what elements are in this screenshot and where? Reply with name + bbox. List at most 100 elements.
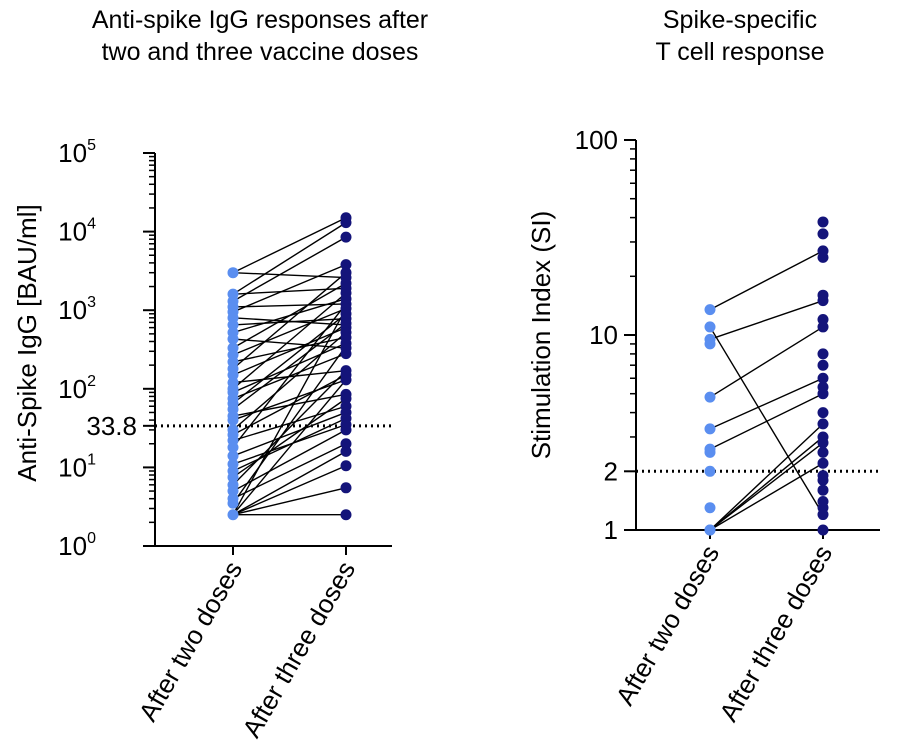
igg-three-doses-point-34 (340, 482, 352, 494)
tcell-two-doses-point-3 (704, 338, 716, 350)
igg-pair-line-6 (232, 263, 347, 313)
tcell-three-doses-point-17 (817, 446, 829, 458)
tcell-y-tick-label: 100 (575, 125, 618, 155)
tcell-three-doses-point-13 (817, 407, 829, 419)
tcell-three-doses-point-5 (817, 295, 829, 307)
tcell-three-doses-point-7 (817, 321, 829, 333)
igg-pair-line-24 (232, 331, 347, 431)
igg-three-doses-point-31 (340, 438, 352, 450)
tcell-y-tick-label: 1 (604, 515, 618, 545)
chart-title-left-line2: two and three vaccine doses (101, 38, 419, 66)
chart-title-right-line2: T cell response (655, 38, 825, 66)
igg-pair-line-28 (232, 411, 347, 457)
igg-two-doses-point-25 (227, 441, 239, 453)
igg-three-doses-point-1 (340, 217, 352, 229)
tcell-pair-line-8 (709, 442, 824, 531)
igg-two-doses-point-31 (227, 485, 239, 497)
tcell-two-doses-point-8 (704, 465, 716, 477)
igg-y-tick-label: 103 (58, 294, 96, 325)
igg-category-label-1: After two doses (133, 556, 249, 726)
tcell-pair-line-9 (709, 462, 824, 531)
igg-three-doses-point-23 (340, 374, 352, 386)
tcell-three-doses-point-0 (817, 216, 829, 228)
igg-two-doses-point-29 (227, 471, 239, 483)
tcell-two-doses-point-11 (704, 524, 716, 536)
igg-pair-line-21 (232, 322, 347, 410)
igg-pair-line-10 (232, 338, 347, 349)
tcell-three-doses-point-1 (817, 228, 829, 240)
igg-pair-line-25 (232, 374, 347, 436)
tcell-two-doses-point-0 (704, 304, 716, 316)
igg-y-tick-label: 104 (58, 216, 96, 247)
igg-pair-line-31 (232, 398, 347, 478)
igg-pair-line-37 (232, 465, 347, 516)
igg-pair-line-8 (232, 317, 347, 326)
tcell-two-doses-point-1 (704, 321, 716, 333)
tcell-category-label-1: After two doses (610, 540, 726, 710)
tcell-two-doses-point-4 (704, 391, 716, 403)
tcell-three-doses-point-10 (817, 372, 829, 384)
tcell-pair-line-3 (709, 326, 824, 398)
igg-y-tick-label: 102 (58, 373, 96, 404)
igg-pair-line-40 (232, 379, 347, 516)
igg-pair-line-27 (232, 303, 347, 448)
igg-pair-line-35 (232, 345, 347, 504)
chart-title-right-line1: Spike-specific (662, 6, 818, 34)
igg-two-doses-point-21 (227, 414, 239, 426)
tcell-three-doses-point-21 (817, 484, 829, 496)
igg-two-doses-point-34 (227, 509, 239, 521)
igg-y-tick-label: 101 (58, 451, 96, 482)
igg-pair-line-14 (232, 272, 347, 370)
chart-title-left-line1: Anti-spike IgG responses after (91, 6, 429, 34)
tcell-two-doses-point-9 (704, 502, 716, 514)
igg-two-doses-point-6 (227, 319, 239, 331)
igg-pair-line-17 (232, 292, 347, 390)
igg-three-doses-point-3 (340, 259, 352, 271)
igg-pair-line-4 (232, 236, 347, 302)
igg-pair-line-0 (232, 271, 347, 279)
tcell-pair-line-6 (709, 423, 824, 531)
igg-pair-line-32 (232, 370, 347, 486)
igg-two-doses-point-13 (227, 369, 239, 381)
tcell-pair-line-5 (709, 393, 824, 450)
igg-pair-line-11 (232, 282, 347, 349)
igg-two-doses-point-0 (227, 267, 239, 279)
igg-y-tick-label: 100 (58, 530, 96, 561)
igg-pair-line-30 (232, 417, 347, 472)
igg-pair-line-38 (232, 487, 347, 516)
tcell-pair-line-2 (709, 299, 824, 341)
tcell-chart: Stimulation Index (SI) 1 2 10 100 After two … (526, 125, 880, 726)
tcell-two-doses-point-5 (704, 423, 716, 435)
tcell-three-doses-point-8 (817, 348, 829, 360)
tcell-three-doses-point-9 (817, 359, 829, 371)
tcell-two-doses-point-7 (704, 446, 716, 458)
tcell-pair-line-7 (709, 436, 824, 531)
tcell-y-axis-title: Stimulation Index (SI) (526, 211, 556, 460)
tcell-pair-line-4 (709, 377, 824, 430)
igg-three-doses-point-25 (340, 393, 352, 405)
tcell-three-doses-point-12 (817, 388, 829, 400)
igg-pair-line-15 (232, 326, 347, 376)
igg-threshold-label: 33.8 (86, 411, 137, 441)
igg-pair-line-36 (232, 450, 347, 516)
igg-pair-line-41 (232, 308, 347, 516)
igg-two-doses-point-33 (227, 497, 239, 509)
tcell-three-doses-point-24 (817, 509, 829, 521)
tcell-three-doses-point-3 (817, 251, 829, 263)
igg-pair-line-1 (232, 217, 347, 274)
igg-category-label-2: After three doses (236, 556, 361, 742)
igg-three-doses-point-2 (340, 231, 352, 243)
tcell-pair-line-0 (709, 250, 824, 311)
tcell-three-doses-point-25 (817, 524, 829, 536)
igg-y-tick-label: 105 (58, 137, 96, 168)
igg-three-doses-point-33 (340, 460, 352, 472)
igg-three-doses-point-35 (340, 509, 352, 521)
chart-title-left: Anti-spike IgG responses after two and t… (40, 4, 480, 68)
igg-pair-line-18 (232, 342, 347, 394)
igg-three-doses-point-20 (340, 348, 352, 360)
igg-pair-line-34 (232, 443, 347, 500)
igg-pair-line-12 (232, 307, 347, 356)
tcell-three-doses-point-18 (817, 457, 829, 469)
igg-chart: Anti-Spike IgG [BAU/ml] 100 101 102 103 104 1… (12, 137, 392, 742)
